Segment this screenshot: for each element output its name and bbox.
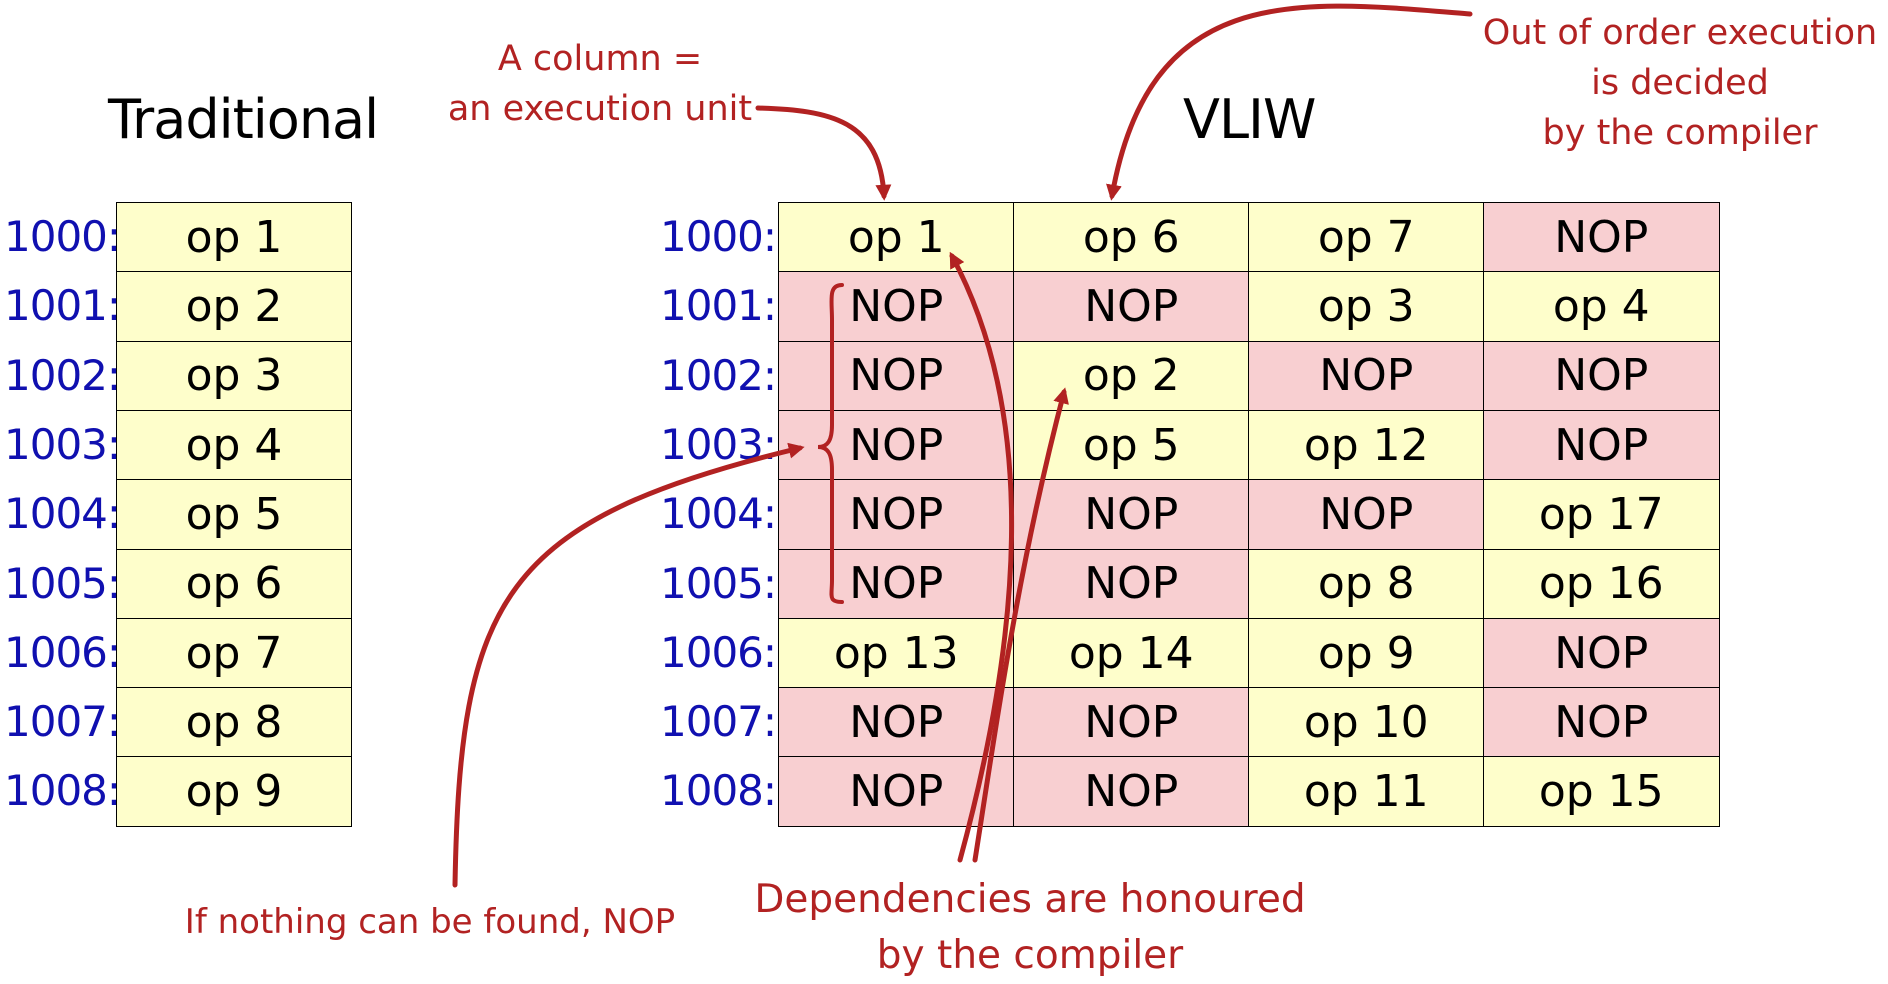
traditional-op-cell: op 9: [116, 756, 352, 828]
vliw-nop-cell: NOP: [1248, 340, 1485, 412]
vliw-op-cell: op 14: [1013, 617, 1250, 689]
ooo-annotation-line1: Out of order execution: [1482, 13, 1878, 53]
dependencies-annotation-line2: by the compiler: [876, 933, 1184, 978]
dependencies-annotation: Dependencies are honoured by the compile…: [740, 872, 1320, 984]
vliw-address: 1002:: [660, 350, 777, 400]
vliw-op-cell: op 17: [1483, 479, 1720, 550]
vliw-nop-cell: NOP: [1013, 687, 1250, 758]
vliw-op-cell: op 10: [1248, 687, 1485, 758]
column-annotation: A column = an execution unit: [440, 34, 760, 134]
vliw-address: 1005:: [660, 558, 777, 608]
vliw-op-cell: op 6: [1013, 202, 1250, 273]
vliw-nop-cell: NOP: [1248, 479, 1485, 550]
vliw-nop-cell: NOP: [1483, 202, 1720, 273]
vliw-nop-cell: NOP: [778, 409, 1015, 481]
traditional-op-cell: op 1: [116, 202, 352, 273]
traditional-address: 1008:: [4, 766, 121, 816]
vliw-op-cell: op 16: [1483, 548, 1720, 620]
traditional-op-cell: op 2: [116, 271, 352, 343]
vliw-address: 1001:: [660, 281, 777, 331]
traditional-op-cell: op 3: [116, 340, 352, 412]
vliw-heading: VLIW: [1183, 88, 1316, 151]
vliw-op-cell: op 15: [1483, 756, 1720, 828]
vliw-nop-cell: NOP: [778, 340, 1015, 412]
traditional-op-cell: op 6: [116, 548, 352, 620]
traditional-address: 1003:: [4, 419, 121, 469]
vliw-nop-cell: NOP: [778, 271, 1015, 343]
vliw-nop-cell: NOP: [1013, 271, 1250, 343]
vliw-op-cell: op 11: [1248, 756, 1485, 828]
vliw-op-cell: op 1: [778, 202, 1015, 273]
vliw-nop-cell: NOP: [778, 548, 1015, 620]
vliw-address: 1008:: [660, 766, 777, 816]
vliw-address: 1004:: [660, 489, 777, 539]
vliw-op-cell: op 3: [1248, 271, 1485, 343]
dependencies-annotation-line1: Dependencies are honoured: [754, 877, 1306, 922]
vliw-nop-cell: NOP: [1013, 479, 1250, 550]
vliw-op-cell: op 7: [1248, 202, 1485, 273]
vliw-nop-cell: NOP: [1483, 340, 1720, 412]
column-arrow: [755, 105, 892, 201]
vliw-address: 1000:: [660, 212, 777, 261]
vliw-nop-cell: NOP: [1483, 687, 1720, 758]
column-annotation-line2: an execution unit: [447, 89, 753, 129]
ooo-annotation: Out of order execution is decided by the…: [1470, 8, 1888, 158]
nop-annotation: If nothing can be found, NOP: [184, 902, 676, 942]
traditional-address: 1006:: [4, 627, 121, 677]
vliw-op-cell: op 5: [1013, 409, 1250, 481]
ooo-annotation-line3: by the compiler: [1542, 113, 1818, 153]
traditional-address: 1001:: [4, 281, 121, 331]
column-annotation-line1: A column =: [497, 39, 703, 79]
traditional-address: 1002:: [4, 350, 121, 400]
vliw-nop-cell: NOP: [1483, 617, 1720, 689]
traditional-address: 1005:: [4, 558, 121, 608]
traditional-address: 1004:: [4, 489, 121, 539]
traditional-op-cell: op 7: [116, 617, 352, 689]
traditional-address: 1007:: [4, 697, 121, 747]
vliw-nop-cell: NOP: [1013, 548, 1250, 620]
vliw-op-cell: op 4: [1483, 271, 1720, 343]
vliw-op-cell: op 8: [1248, 548, 1485, 620]
vliw-op-cell: op 2: [1013, 340, 1250, 412]
ooo-annotation-line2: is decided: [1591, 63, 1769, 103]
vliw-op-cell: op 9: [1248, 617, 1485, 689]
traditional-address: 1000:: [4, 212, 121, 261]
traditional-heading: Traditional: [108, 88, 379, 151]
traditional-op-cell: op 5: [116, 479, 352, 550]
vliw-address: 1006:: [660, 627, 777, 677]
vliw-address: 1007:: [660, 697, 777, 747]
vliw-nop-cell: NOP: [778, 479, 1015, 550]
traditional-op-cell: op 4: [116, 409, 352, 481]
vliw-op-cell: op 13: [778, 617, 1015, 689]
vliw-op-cell: op 12: [1248, 409, 1485, 481]
vliw-nop-cell: NOP: [778, 687, 1015, 758]
vliw-address: 1003:: [660, 419, 777, 469]
vliw-nop-cell: NOP: [1013, 756, 1250, 828]
vliw-nop-cell: NOP: [1483, 409, 1720, 481]
traditional-op-cell: op 8: [116, 687, 352, 758]
vliw-nop-cell: NOP: [778, 756, 1015, 828]
